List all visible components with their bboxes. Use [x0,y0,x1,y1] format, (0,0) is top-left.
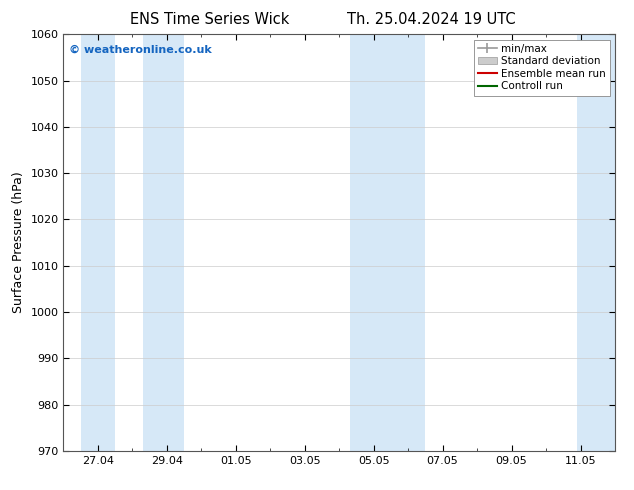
Bar [577,34,618,451]
Legend: min/max, Standard deviation, Ensemble mean run, Controll run: min/max, Standard deviation, Ensemble me… [474,40,610,96]
Text: © weatheronline.co.uk: © weatheronline.co.uk [69,45,212,55]
Bar [143,34,184,451]
Bar [81,34,115,451]
Text: Th. 25.04.2024 19 UTC: Th. 25.04.2024 19 UTC [347,12,515,27]
Bar [384,34,425,451]
Text: ENS Time Series Wick: ENS Time Series Wick [129,12,289,27]
Bar [349,34,384,451]
Y-axis label: Surface Pressure (hPa): Surface Pressure (hPa) [12,172,25,314]
